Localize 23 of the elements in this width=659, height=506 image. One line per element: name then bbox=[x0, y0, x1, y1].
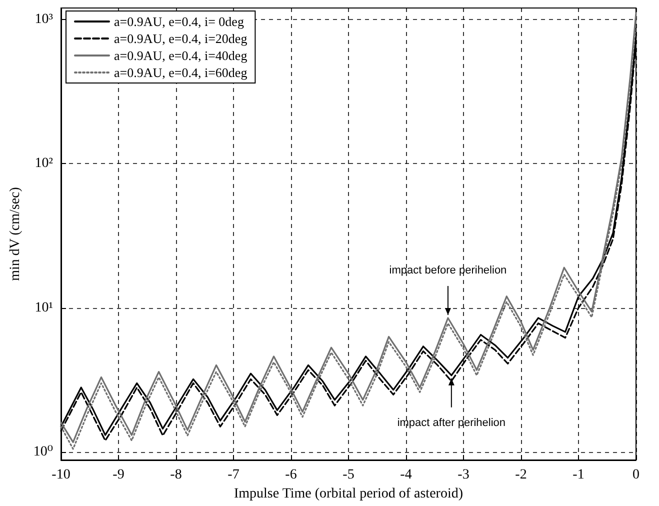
x-tick-label: -1 bbox=[572, 468, 584, 482]
x-tick-label: -5 bbox=[342, 468, 354, 482]
legend-label: a=0.9AU, e=0.4, i= 0deg bbox=[114, 14, 244, 29]
x-tick-label: -10 bbox=[52, 468, 70, 482]
x-tick-label: -9 bbox=[112, 468, 124, 482]
x-tick-label: -3 bbox=[458, 468, 470, 482]
annotation: impact before perihelion bbox=[389, 264, 507, 276]
y-tick-label: 10¹ bbox=[34, 300, 53, 316]
annotation: impact after perihelion bbox=[397, 416, 506, 429]
x-tick-label: -8 bbox=[170, 468, 182, 482]
y-tick-label: 10⁰ bbox=[33, 444, 54, 460]
legend-label: a=0.9AU, e=0.4, i=60deg bbox=[114, 65, 248, 80]
y-tick-label: 10² bbox=[34, 156, 53, 172]
x-tick-label: -6 bbox=[285, 468, 297, 482]
x-tick-label: -7 bbox=[228, 468, 240, 482]
x-tick-label: -4 bbox=[400, 468, 412, 482]
x-axis-title: Impulse Time (orbital period of asteroid) bbox=[234, 486, 464, 502]
x-tick-label: -2 bbox=[515, 468, 527, 482]
legend-label: a=0.9AU, e=0.4, i=20deg bbox=[114, 31, 248, 46]
x-tick-label: 0 bbox=[632, 468, 640, 482]
y-axis-title: min dV (cm/sec) bbox=[8, 186, 23, 281]
y-tick-label: 10³ bbox=[34, 12, 53, 27]
legend-label: a=0.9AU, e=0.4, i=40deg bbox=[114, 48, 248, 63]
